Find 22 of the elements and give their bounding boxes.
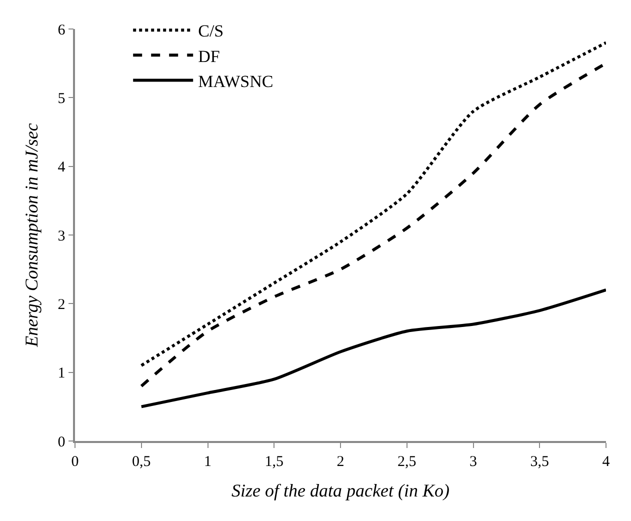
y-tick-label: 5 [58,90,66,107]
y-axis-title: Energy Consumption in mJ/sec [21,123,42,348]
y-tick-label: 0 [58,434,66,450]
x-tick-label: 2 [336,454,344,470]
y-tick-label: 3 [58,228,66,244]
y-tick-label: 6 [58,22,66,38]
x-tick-label: 3,5 [530,454,550,470]
line-series [140,288,606,408]
y-tick-label: 2 [58,296,66,313]
x-tick-label: 1,5 [264,454,284,470]
legend-label: MAWSNC [198,72,274,91]
x-tick-label: 0 [71,454,79,470]
x-tick-label: 3 [470,454,477,470]
x-tick-label: 2,5 [398,454,416,470]
legend-label: C/S [198,22,224,41]
x-tick-label: 0,5 [132,454,151,470]
x-axis-title: Size of the data packet (in Ko) [232,480,450,500]
legend-label: DF [198,46,220,66]
x-tick-label: 1 [204,454,212,470]
y-tick-label: 1 [58,366,66,382]
x-tick-label: 4 [602,454,610,470]
y-tick-label: 4 [58,160,66,176]
